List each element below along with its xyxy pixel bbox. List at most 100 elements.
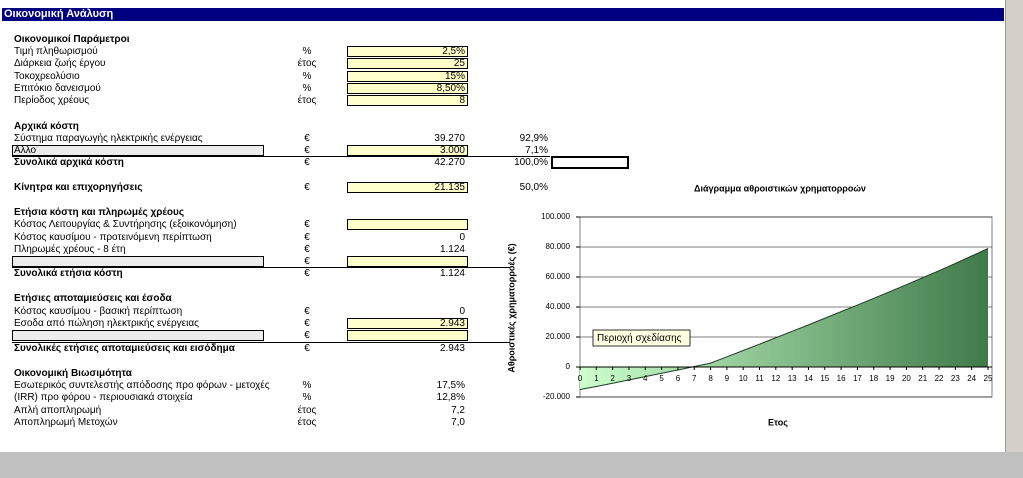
border-line (12, 342, 550, 343)
cell-unit: € (304, 343, 310, 354)
scrollbar[interactable] (1005, 0, 1023, 452)
x-tick-label: 10 (739, 374, 748, 383)
cell-label: Συνολικά αρχικά κόστη (14, 157, 124, 168)
cell-unit: € (304, 232, 310, 243)
cell-label: Κόστος καυσίμου - βασική περίπτωση (14, 306, 183, 317)
cell-value: 1.124 (439, 268, 465, 279)
input-cell[interactable] (347, 219, 468, 230)
cell-label: Αλλο (14, 145, 37, 156)
area-outline (579, 248, 989, 390)
x-tick-label: 16 (837, 374, 846, 383)
input-cell[interactable] (347, 95, 468, 106)
cell-unit: έτος (297, 58, 317, 69)
label-cell[interactable] (12, 330, 264, 341)
x-tick-label: 0 (578, 374, 583, 383)
cell-unit: % (302, 71, 312, 82)
chart-area (510, 205, 1003, 442)
x-tick-label: 11 (755, 374, 764, 383)
cell-label: Τοκοχρεολύσιο (14, 71, 80, 82)
cell-label: Αποπληρωμή Μετοχών (14, 417, 118, 428)
cell-unit: έτος (297, 405, 317, 416)
cell-share: 7,1% (525, 145, 548, 156)
input-cell[interactable] (347, 58, 468, 69)
x-tick-label: 4 (643, 374, 648, 383)
cell-share: 50,0% (519, 182, 548, 193)
input-cell[interactable] (347, 330, 468, 341)
input-cell[interactable] (347, 182, 468, 193)
section-title: Οικονομικοί Παράμετροι (14, 34, 130, 45)
cell-label: Συνολικές ετήσιες αποταμιεύσεις και εισό… (14, 343, 235, 354)
cell-value: 2.943 (439, 343, 465, 354)
x-tick-label: 21 (918, 374, 927, 383)
cell-unit: € (304, 330, 310, 341)
cell-value: 0 (459, 306, 465, 317)
cell-value: 42.270 (434, 157, 465, 168)
input-cell[interactable] (347, 256, 468, 267)
cell-label: Συνολικά ετήσια κόστη (14, 268, 123, 279)
section-title: Κίνητρα και επιχορηγήσεις (14, 182, 143, 193)
cell-share: 100,0% (514, 157, 548, 168)
input-cell[interactable] (347, 46, 468, 57)
chart-title: Διάγραμμα αθροιστικών χρηματορροών (694, 183, 866, 193)
cell-value: 1.124 (439, 244, 465, 255)
y-tick-label: 20.000 (546, 332, 571, 341)
label-cell[interactable] (12, 145, 264, 156)
cell-label: Εσωτερικός συντελεστής απόδοσης προ φόρω… (14, 380, 270, 391)
cell-label: Διάρκεια ζωής έργου (14, 58, 106, 69)
input-cell[interactable] (347, 71, 468, 82)
cell-value: 8,50% (436, 83, 465, 94)
cell-unit: € (304, 182, 310, 193)
cell-value: 21.135 (434, 182, 465, 193)
x-tick-label: 9 (725, 374, 730, 383)
cell-value: 3.000 (439, 145, 465, 156)
x-tick-label: 20 (902, 374, 911, 383)
y-tick-label: 100.000 (541, 212, 570, 221)
input-cell[interactable] (347, 145, 468, 156)
worksheet: Οικονομική Ανάλυση Οικονομικοί Παράμετρο… (0, 0, 1005, 452)
tooltip-box (592, 329, 691, 347)
cell-unit: % (302, 380, 312, 391)
y-tick-label: 0 (566, 362, 571, 371)
x-tick-label: 2 (610, 374, 615, 383)
x-tick-label: 12 (771, 374, 780, 383)
y-tick-label: 40.000 (546, 302, 571, 311)
cell-unit: % (302, 83, 312, 94)
label-cell[interactable] (12, 256, 264, 267)
cell-unit: € (304, 157, 310, 168)
cell-unit: € (304, 318, 310, 329)
section-title: Ετήσιες αποταμιεύσεις και έσοδα (14, 293, 172, 304)
cell-label: (IRR) προ φόρου - περιουσιακά στοιχεία (14, 392, 193, 403)
cell-value: 12,8% (436, 392, 465, 403)
cell-value: 15% (444, 71, 465, 82)
x-tick-label: 7 (692, 374, 697, 383)
cell-value: 7,2 (451, 405, 465, 416)
section-title: Οικονομική Βιωσιμότητα (14, 368, 132, 379)
x-tick-label: 19 (886, 374, 895, 383)
area (580, 248, 988, 390)
x-axis-label: Ετος (768, 417, 788, 427)
y-tick-label: 80.000 (546, 242, 571, 251)
cell-value: 17,5% (436, 380, 465, 391)
cell-share: 92,9% (519, 133, 548, 144)
cell-unit: € (304, 268, 310, 279)
y-tick-label: 60.000 (546, 272, 571, 281)
cell-value: 2.943 (439, 318, 465, 329)
cell-unit: έτος (297, 95, 317, 106)
selected-cell[interactable] (551, 156, 629, 169)
input-cell[interactable] (347, 83, 468, 94)
x-tick-label: 23 (951, 374, 960, 383)
x-tick-label: 1 (594, 374, 599, 383)
border-line (12, 267, 550, 268)
cell-unit: % (302, 392, 312, 403)
input-cell[interactable] (347, 318, 468, 329)
x-tick-label: 24 (967, 374, 976, 383)
cell-value: 0 (459, 232, 465, 243)
x-tick-label: 17 (853, 374, 862, 383)
cell-label: Περίοδος χρέους (14, 95, 90, 106)
cell-value: 25 (453, 58, 465, 69)
cell-label: Κόστος καυσίμου - προτεινόμενη περίπτωση (14, 232, 212, 243)
cell-value: 8 (459, 95, 465, 106)
y-tick-label: -20.000 (543, 392, 571, 401)
cell-label: Πληρωμές χρέους - 8 έτη (14, 244, 126, 255)
section-title: Αρχικά κόστη (14, 121, 79, 132)
